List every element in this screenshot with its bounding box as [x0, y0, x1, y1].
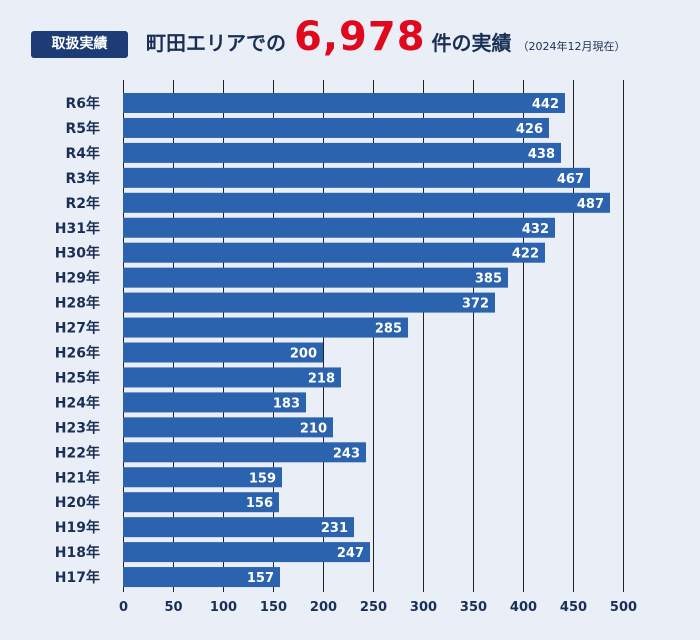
value-label: 247	[337, 546, 364, 561]
x-tick-label: 50	[164, 600, 182, 615]
category-label: H20年	[55, 494, 100, 511]
bar	[123, 217, 555, 238]
headline: 町田エリアでの 6,978 件の実績 （2024年12月現在）	[146, 14, 626, 70]
header: 取扱実績 町田エリアでの 6,978 件の実績 （2024年12月現在）	[0, 0, 700, 80]
value-label: 285	[375, 322, 402, 337]
category-label: H22年	[55, 444, 100, 461]
bar	[123, 542, 370, 563]
x-tick-label: 450	[560, 600, 587, 615]
bar	[123, 367, 341, 388]
category-label: H31年	[55, 220, 100, 237]
x-tick-label: 400	[510, 600, 537, 615]
category-label: H29年	[55, 270, 100, 287]
category-label: H17年	[55, 569, 100, 586]
category-label: H27年	[55, 320, 100, 337]
value-label: 438	[528, 147, 555, 162]
value-label: 432	[522, 222, 549, 237]
category-label: H18年	[55, 544, 100, 561]
value-label: 243	[333, 446, 360, 461]
badge: 取扱実績	[31, 31, 128, 58]
category-label: R2年	[65, 195, 100, 212]
bar	[123, 142, 561, 163]
value-label: 385	[475, 272, 502, 287]
category-label: R4年	[65, 145, 100, 162]
x-tick-label: 500	[610, 600, 637, 615]
value-label: 210	[300, 421, 327, 436]
value-label: 156	[246, 496, 273, 511]
headline-total: 6,978	[294, 14, 426, 60]
value-label: 200	[290, 347, 317, 362]
category-label: H21年	[55, 469, 100, 486]
value-label: 487	[577, 197, 604, 212]
bar	[123, 292, 495, 313]
bar	[123, 442, 366, 463]
category-label: R5年	[65, 120, 100, 137]
bar	[123, 117, 549, 138]
value-label: 422	[512, 247, 539, 262]
bar	[123, 93, 565, 113]
bar	[123, 167, 590, 188]
category-label: H23年	[55, 419, 100, 436]
x-tick-label: 350	[460, 600, 487, 615]
bar	[123, 392, 306, 413]
headline-prefix: 町田エリアでの	[146, 31, 286, 55]
bar	[123, 517, 354, 538]
x-tick-label: 300	[410, 600, 437, 615]
bar	[123, 567, 280, 588]
value-label: 231	[321, 521, 348, 536]
bar	[123, 267, 508, 288]
value-label: 372	[462, 297, 489, 312]
headline-suffix: 件の実績	[431, 31, 512, 55]
bar	[123, 342, 323, 363]
category-label: H26年	[55, 345, 100, 362]
value-label: 183	[273, 396, 300, 411]
category-label: H24年	[55, 394, 100, 411]
bar	[123, 467, 282, 488]
value-label: 218	[308, 371, 335, 386]
x-tick-label: 250	[360, 600, 387, 615]
category-label: R6年	[65, 95, 100, 112]
x-tick-label: 0	[119, 600, 128, 615]
bar	[123, 192, 610, 213]
bar	[123, 317, 408, 338]
value-label: 157	[247, 571, 274, 586]
value-label: 467	[557, 172, 584, 187]
category-label: H30年	[55, 245, 100, 262]
bar	[123, 242, 545, 263]
category-label: H25年	[55, 369, 100, 386]
category-label: R3年	[65, 170, 100, 187]
bar	[123, 417, 333, 438]
bar	[123, 492, 279, 513]
value-label: 442	[532, 97, 559, 112]
category-label: H28年	[55, 295, 100, 312]
x-tick-label: 150	[260, 600, 287, 615]
headline-note: （2024年12月現在）	[517, 40, 626, 53]
value-label: 426	[516, 122, 543, 137]
x-tick-label: 100	[210, 600, 237, 615]
x-tick-label: 200	[310, 600, 337, 615]
value-label: 159	[249, 471, 276, 486]
category-label: H19年	[55, 519, 100, 536]
